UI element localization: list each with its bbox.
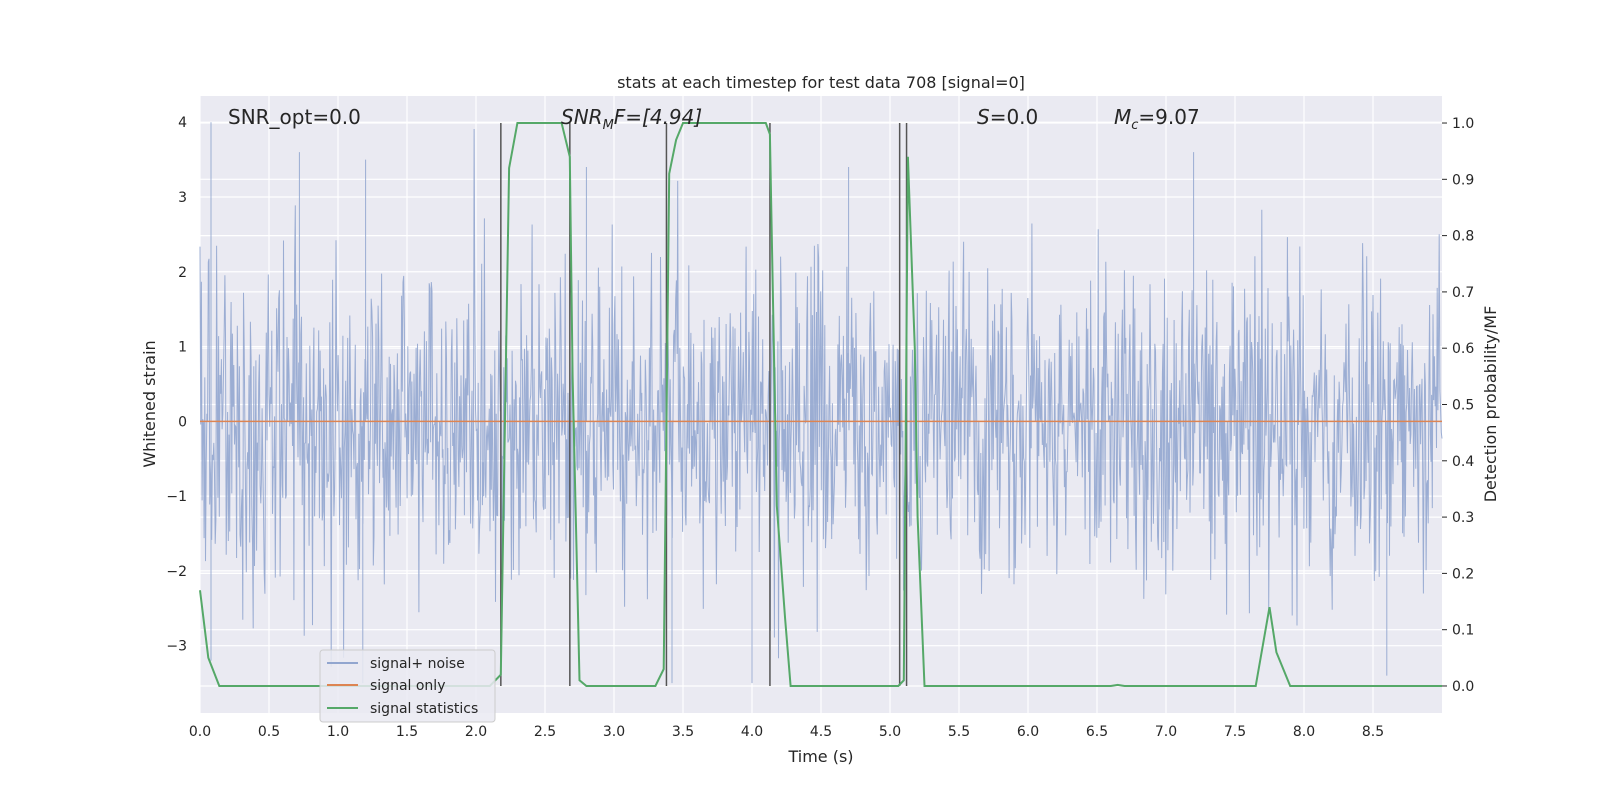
y2-tick-label: 0.1 (1452, 623, 1474, 639)
x-tick-label: 6.0 (1017, 724, 1039, 740)
y-tick-label: −2 (166, 564, 187, 580)
y2-tick-label: 0.8 (1452, 229, 1474, 245)
x-tick-label: 6.5 (1086, 724, 1108, 740)
x-tick-label: 2.5 (534, 724, 556, 740)
legend-label-signal-noise: signal+ noise (370, 656, 465, 672)
snr-opt-annotation: SNR_opt=0.0 (228, 105, 361, 129)
x-tick-label: 5.5 (948, 724, 970, 740)
y2-tick-label: 0.3 (1452, 510, 1474, 526)
legend: signal+ noise signal only signal statist… (319, 649, 496, 723)
signal-statistics-series (199, 122, 1442, 687)
y-tick-label: 4 (178, 115, 187, 131)
y2-tick-label: 1.0 (1452, 116, 1474, 132)
y2-tick-label: 0.0 (1452, 679, 1474, 695)
x-tick-label: 7.0 (1155, 724, 1177, 740)
y-axis-label: Whitened strain (140, 340, 159, 467)
x-tick-label: 5.0 (879, 724, 901, 740)
legend-label-signal-statistics: signal statistics (370, 701, 478, 717)
x-tick-label: 7.5 (1224, 724, 1246, 740)
x-tick-label: 0.0 (189, 724, 211, 740)
y2-tick-label: 0.4 (1452, 454, 1474, 470)
legend-label-signal-only: signal only (370, 678, 445, 694)
y2-tick-label: 0.7 (1452, 285, 1474, 301)
y-ticks: −3 −2 −1 0 1 2 3 4 (166, 115, 187, 655)
y-tick-label: 0 (178, 414, 187, 430)
x-tick-label: 8.0 (1293, 724, 1315, 740)
y-tick-label: 1 (178, 340, 187, 356)
y2-tick-label: 0.2 (1452, 566, 1474, 582)
y2-tick-label: 0.9 (1452, 172, 1474, 188)
y2-tick-label: 0.6 (1452, 341, 1474, 357)
signal-statistics-line (199, 122, 1442, 687)
y2-ticks: 0.0 0.1 0.2 0.3 0.4 0.5 0.6 0.7 0.8 0.9 1.0 (1442, 116, 1474, 695)
x-tick-label: 1.0 (327, 724, 349, 740)
x-tick-label: 3.5 (672, 724, 694, 740)
x-tick-label: 8.5 (1362, 724, 1384, 740)
signal-noise-line (199, 122, 1443, 684)
x-tick-label: 4.0 (741, 724, 763, 740)
s-annotation: S=0.0 (977, 105, 1038, 129)
y-tick-label: 2 (178, 265, 187, 281)
legend-box (319, 649, 496, 723)
x-tick-label: 4.5 (810, 724, 832, 740)
x-tick-label: 0.5 (258, 724, 280, 740)
y-tick-label: −1 (166, 489, 187, 505)
x-ticks: 0.0 0.5 1.0 1.5 2.0 2.5 3.0 3.5 4.0 4.5 5.0 5.5 6.0 6… (189, 724, 1384, 740)
mc-annotation: Mc=9.07 (1114, 105, 1200, 133)
y-tick-label: 3 (178, 190, 187, 206)
x-axis-label: Time (s) (787, 747, 853, 766)
y-tick-label: −3 (166, 639, 187, 655)
y2-axis-label: Detection probability/MF (1481, 306, 1500, 503)
x-tick-label: 1.5 (396, 724, 418, 740)
snr-mf-annotation: SNRMF=[4.94] (561, 105, 702, 133)
chart-title: stats at each timestep for test data 708… (617, 73, 1025, 92)
x-tick-label: 2.0 (465, 724, 487, 740)
y2-tick-label: 0.5 (1452, 398, 1474, 414)
x-tick-label: 3.0 (603, 724, 625, 740)
signal-noise-series (199, 122, 1443, 684)
